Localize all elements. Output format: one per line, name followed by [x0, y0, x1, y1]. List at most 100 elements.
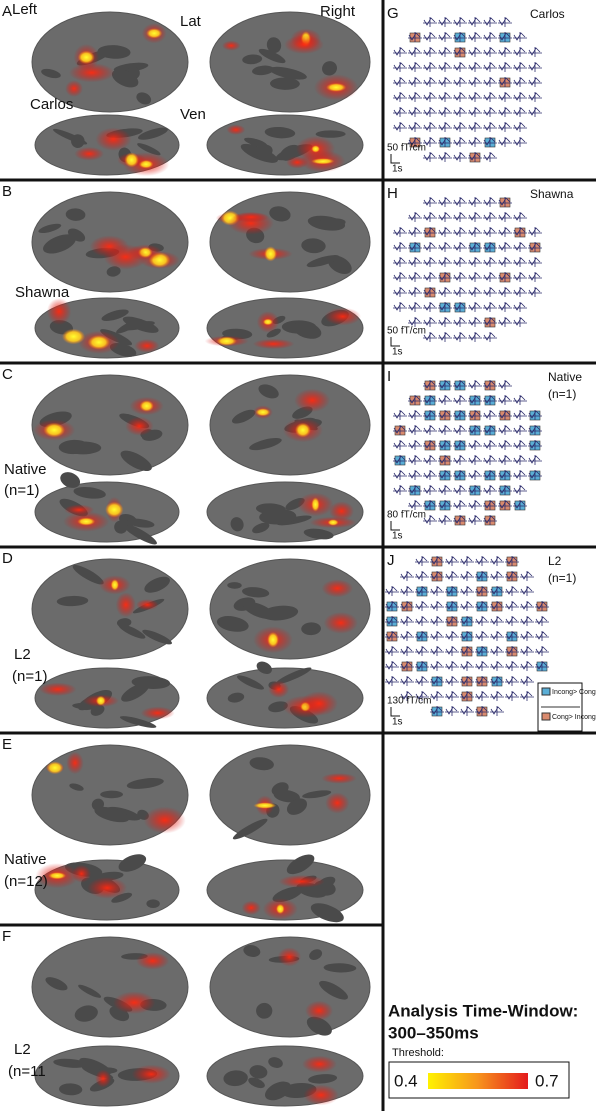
brain [31, 558, 189, 660]
sensor-trace [385, 601, 399, 611]
sensor-trace [453, 455, 467, 465]
sensor-trace [385, 586, 399, 596]
legend-swatch [541, 712, 551, 721]
sensor-trace [408, 227, 422, 237]
sensor-trace [393, 107, 407, 117]
sensor-trace [423, 92, 437, 102]
sensor-trace [498, 227, 512, 237]
activation [226, 124, 246, 135]
sensor-trace [468, 440, 482, 450]
sensor-trace [438, 485, 452, 495]
sensor-trace [475, 691, 489, 701]
sensor-trace [483, 122, 497, 132]
legend-swatch [541, 687, 551, 696]
sensor-trace [438, 515, 452, 525]
sensor-trace [460, 661, 474, 671]
activation-peak [139, 400, 154, 412]
sulcus [223, 1070, 248, 1087]
sensor-trace [528, 455, 542, 465]
sensor-trace [483, 92, 497, 102]
sensor-trace [453, 317, 467, 327]
sensor-trace [438, 425, 452, 435]
sensor-trace [423, 455, 437, 465]
activation [222, 40, 241, 51]
sulcus [119, 716, 157, 728]
sensor-trace [460, 646, 474, 656]
sensor-trace [513, 302, 527, 312]
sensor-trace [483, 152, 497, 162]
sensor-trace [408, 242, 422, 252]
sensor-trace [483, 395, 497, 405]
sensor-trace [513, 257, 527, 267]
sensor-trace [408, 32, 422, 42]
sensor-trace [468, 485, 482, 495]
activation [329, 501, 354, 521]
sensor-trace [505, 586, 519, 596]
sensor-trace [490, 586, 504, 596]
sensor-trace [423, 485, 437, 495]
sensor-trace [423, 242, 437, 252]
sensor-trace [475, 571, 489, 581]
activation [71, 864, 92, 883]
sensor-trace [475, 646, 489, 656]
sensor-trace [423, 395, 437, 405]
sensor-trace [438, 455, 452, 465]
activation [303, 1084, 339, 1106]
sensor-trace [513, 242, 527, 252]
sensor-trace [445, 601, 459, 611]
sensor-trace [415, 631, 429, 641]
sulcus [249, 757, 274, 771]
sensor-trace [483, 137, 497, 147]
sensor-trace [528, 242, 542, 252]
sensor-trace [490, 601, 504, 611]
sensor-trace [430, 661, 444, 671]
sensor-trace [408, 92, 422, 102]
panel-label: Lat [180, 13, 202, 30]
sulcus [301, 238, 326, 254]
sensor-trace [430, 616, 444, 626]
sensor-trace [400, 676, 414, 686]
sensor-trace [468, 287, 482, 297]
sensor-trace [423, 440, 437, 450]
sensor-trace [468, 380, 482, 390]
sensor-trace [468, 455, 482, 465]
sensor-trace [460, 631, 474, 641]
sensor-trace [513, 137, 527, 147]
activation [95, 1069, 112, 1088]
panel-label: Native [4, 851, 47, 868]
sensor-trace [408, 137, 422, 147]
sulcus [216, 616, 249, 632]
sensor-trace [453, 470, 467, 480]
sulcus [271, 782, 289, 796]
sensor-trace [475, 586, 489, 596]
sensor-trace [423, 77, 437, 87]
sensor-trace [490, 556, 504, 566]
sensor-trace [513, 425, 527, 435]
sensor-trace [453, 410, 467, 420]
sensor-trace [468, 395, 482, 405]
sulcus [118, 624, 146, 639]
sensor-trace [408, 485, 422, 495]
sensor-trace [415, 646, 429, 656]
time-window-title: Analysis Time-Window: [388, 1001, 578, 1020]
sulcus [269, 66, 307, 80]
sensor-trace [468, 92, 482, 102]
sensor-trace [498, 47, 512, 57]
sulcus [227, 692, 245, 703]
sensor-trace [528, 107, 542, 117]
sensor-trace [408, 410, 422, 420]
activation-peak [77, 50, 95, 64]
sensor-trace [528, 440, 542, 450]
activation [140, 706, 175, 720]
activation [115, 592, 136, 618]
sensor-trace [453, 332, 467, 342]
sulcus [315, 130, 346, 138]
sensor-trace [475, 631, 489, 641]
panel-letter: G [387, 5, 399, 22]
sensor-trace [483, 32, 497, 42]
activation [325, 792, 350, 814]
sensor-trace [468, 272, 482, 282]
panel-label: Native [548, 370, 582, 384]
sensor-trace [408, 425, 422, 435]
sensor-trace [400, 631, 414, 641]
